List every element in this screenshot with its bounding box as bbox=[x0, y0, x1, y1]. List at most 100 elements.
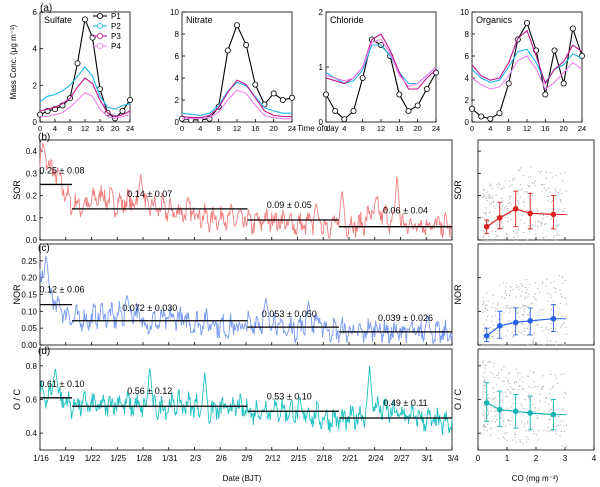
raw-point bbox=[482, 345, 484, 347]
raw-point bbox=[509, 198, 511, 200]
data-point-p1 bbox=[478, 113, 485, 120]
raw-point bbox=[521, 319, 524, 321]
raw-point bbox=[548, 329, 550, 331]
raw-point bbox=[522, 313, 525, 316]
raw-point bbox=[492, 373, 495, 375]
time-series-line bbox=[39, 256, 453, 344]
raw-point bbox=[494, 411, 496, 413]
raw-point bbox=[560, 173, 562, 175]
binned-mean-point bbox=[496, 406, 503, 413]
raw-point bbox=[532, 403, 534, 405]
raw-point bbox=[550, 408, 552, 410]
raw-point bbox=[555, 239, 557, 241]
raw-point bbox=[500, 221, 503, 223]
raw-point bbox=[521, 188, 524, 190]
raw-point bbox=[536, 434, 538, 436]
raw-point bbox=[503, 312, 505, 314]
x-tick-label: 4 bbox=[198, 124, 202, 133]
raw-point bbox=[506, 395, 509, 398]
raw-point bbox=[487, 397, 489, 399]
raw-point bbox=[542, 218, 544, 220]
raw-point bbox=[507, 420, 510, 422]
raw-point bbox=[517, 169, 519, 171]
raw-point bbox=[533, 337, 535, 340]
raw-point bbox=[537, 343, 539, 345]
raw-point bbox=[521, 421, 523, 423]
raw-point bbox=[534, 407, 536, 409]
raw-point bbox=[510, 219, 512, 221]
raw-point bbox=[502, 282, 505, 284]
x-tick-label: 2/6 bbox=[216, 454, 228, 463]
raw-point bbox=[532, 340, 534, 342]
raw-point bbox=[501, 399, 504, 401]
raw-point bbox=[518, 316, 520, 318]
raw-point bbox=[539, 400, 541, 402]
raw-point bbox=[520, 295, 522, 297]
raw-point bbox=[497, 374, 500, 376]
raw-point bbox=[484, 385, 486, 387]
raw-point bbox=[509, 311, 511, 313]
raw-point bbox=[514, 434, 517, 436]
raw-point bbox=[490, 185, 492, 187]
x-tick-label: 1/28 bbox=[136, 454, 152, 463]
raw-point bbox=[558, 416, 560, 418]
raw-point bbox=[514, 398, 516, 400]
raw-point bbox=[502, 436, 505, 438]
raw-point bbox=[520, 167, 522, 169]
raw-point bbox=[497, 302, 499, 304]
data-point-p1 bbox=[341, 116, 348, 123]
raw-point bbox=[521, 376, 523, 378]
raw-point bbox=[537, 430, 540, 432]
raw-point bbox=[483, 405, 485, 407]
raw-point bbox=[528, 185, 530, 187]
raw-point bbox=[515, 345, 517, 347]
x-tick-label: 20 bbox=[559, 124, 567, 133]
raw-point bbox=[507, 419, 509, 421]
raw-point bbox=[491, 407, 493, 409]
binned-mean-point bbox=[483, 223, 490, 230]
raw-point bbox=[490, 410, 492, 413]
raw-point bbox=[552, 300, 554, 302]
raw-point bbox=[497, 437, 500, 439]
raw-point bbox=[522, 414, 524, 416]
y-tick-label: 0.0 bbox=[26, 236, 38, 245]
raw-point bbox=[531, 194, 533, 196]
raw-point bbox=[547, 426, 549, 428]
raw-point bbox=[562, 282, 564, 285]
raw-point bbox=[535, 298, 537, 300]
raw-point bbox=[564, 279, 566, 282]
raw-point bbox=[545, 236, 547, 238]
raw-point bbox=[539, 240, 541, 242]
raw-point bbox=[522, 323, 524, 326]
raw-point bbox=[490, 197, 492, 199]
binned-mean-point bbox=[512, 206, 519, 212]
raw-point bbox=[529, 176, 532, 178]
y-tick-label: 0 bbox=[33, 118, 38, 127]
series-line-p2 bbox=[325, 44, 437, 85]
raw-point bbox=[489, 434, 492, 436]
raw-point bbox=[559, 199, 561, 201]
raw-point bbox=[524, 305, 526, 307]
raw-point bbox=[538, 408, 540, 410]
data-point-p1 bbox=[224, 47, 231, 54]
raw-point bbox=[542, 236, 544, 238]
raw-point bbox=[563, 373, 565, 375]
raw-point bbox=[494, 397, 497, 399]
top-xlabel: Time of day bbox=[297, 124, 339, 133]
raw-point bbox=[560, 373, 562, 376]
raw-point bbox=[533, 372, 535, 374]
raw-point bbox=[487, 240, 489, 242]
raw-point bbox=[507, 220, 509, 223]
panel-label-b: (b) bbox=[38, 132, 50, 143]
raw-point bbox=[505, 395, 507, 398]
raw-point bbox=[536, 320, 538, 322]
raw-point bbox=[515, 311, 518, 313]
raw-point bbox=[500, 417, 502, 419]
raw-point bbox=[491, 223, 493, 225]
raw-point bbox=[534, 298, 536, 300]
raw-point bbox=[555, 190, 557, 192]
raw-point bbox=[493, 392, 495, 394]
raw-point bbox=[483, 379, 486, 381]
raw-point bbox=[565, 424, 568, 426]
raw-point bbox=[533, 371, 535, 373]
